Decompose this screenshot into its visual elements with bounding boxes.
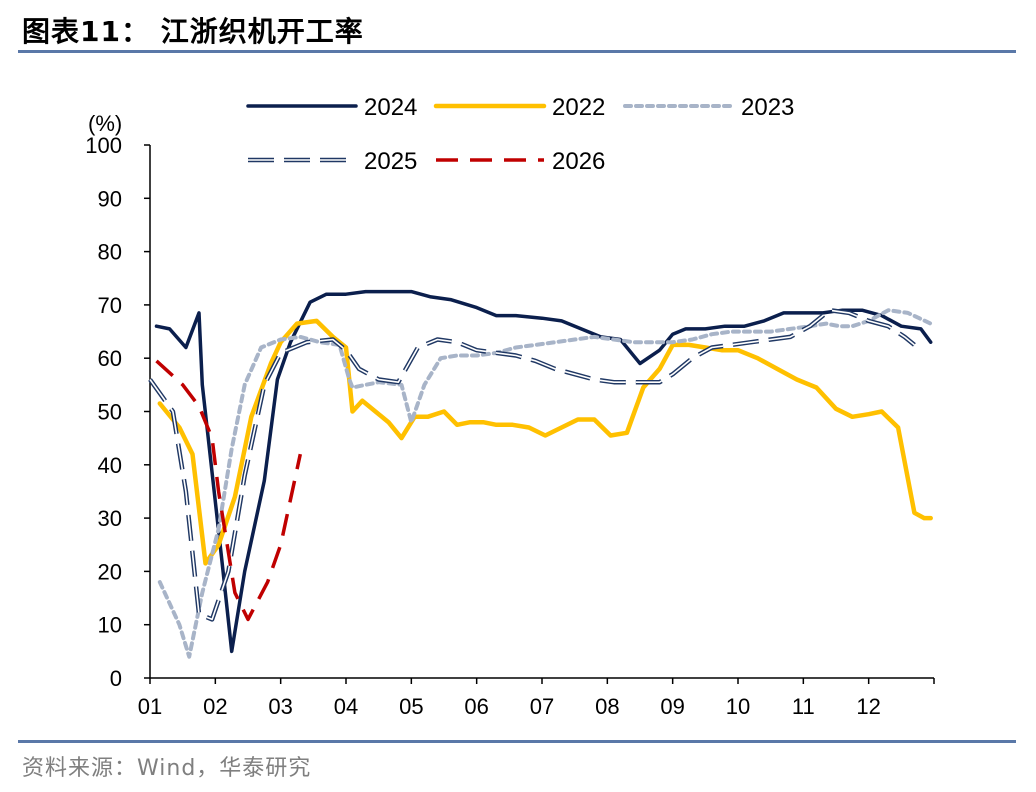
y-tick-label: 40 [98, 453, 122, 478]
legend-label: 2023 [741, 94, 794, 121]
y-tick-label: 30 [98, 506, 122, 531]
legend-label: 2022 [552, 94, 605, 121]
series-line-2024 [154, 289, 933, 654]
legend-item-2023: 2023 [623, 94, 794, 121]
x-tick-label: 02 [203, 694, 227, 719]
y-tick-label: 60 [98, 346, 122, 371]
series-line-2025 [149, 309, 915, 621]
legend-label: 2024 [364, 94, 417, 121]
axes: 0 10 20 30 40 50 60 70 80 90 100 01 02 03 04 05 06 07 08 09… [85, 133, 935, 719]
series-layer [148, 289, 933, 659]
line-chart: 0 10 20 30 40 50 60 70 80 90 100 01 02 03 04 05 06 07 08 09… [85, 94, 935, 719]
x-tick-label: 09 [660, 694, 684, 719]
figure-title: 图表11： 江浙织机开工率 [22, 15, 364, 48]
x-tick-label: 01 [138, 694, 162, 719]
x-tick-label: 07 [530, 694, 554, 719]
source-note: 资料来源：Wind，华泰研究 [22, 756, 312, 781]
legend-item-2022: 2022 [433, 94, 605, 121]
series-line-2026 [155, 359, 303, 622]
y-tick-label: 10 [98, 613, 122, 638]
y-tick-label: 20 [98, 559, 122, 584]
x-tick-label: 08 [595, 694, 619, 719]
legend-item-2025: 2025 [248, 148, 417, 175]
x-tick-label: 12 [856, 694, 880, 719]
x-tick-label: 03 [268, 694, 292, 719]
title-divider [18, 50, 1016, 53]
series-line-2022 [157, 318, 933, 566]
y-tick-label: 0 [110, 666, 122, 691]
x-tick-label: 10 [726, 694, 750, 719]
legend: 2024 2022 2023 2025 2026 [246, 94, 794, 175]
y-axis-label: (%) [88, 111, 122, 136]
x-tick-label: 06 [464, 694, 488, 719]
y-tick-label: 80 [98, 240, 122, 265]
legend-item-2026: 2026 [436, 148, 605, 175]
legend-label: 2026 [552, 148, 605, 175]
footer-divider [18, 740, 1016, 743]
y-tick-label: 50 [98, 400, 122, 425]
legend-label: 2025 [364, 148, 417, 175]
y-tick-label: 90 [98, 186, 122, 211]
x-tick-label: 11 [792, 694, 815, 719]
y-tick-label: 70 [98, 293, 122, 318]
y-tick-label: 100 [85, 133, 122, 158]
series-line-2023 [157, 308, 933, 659]
x-tick-label: 05 [399, 694, 423, 719]
legend-item-2024: 2024 [246, 94, 417, 121]
x-tick-label: 04 [334, 694, 358, 719]
